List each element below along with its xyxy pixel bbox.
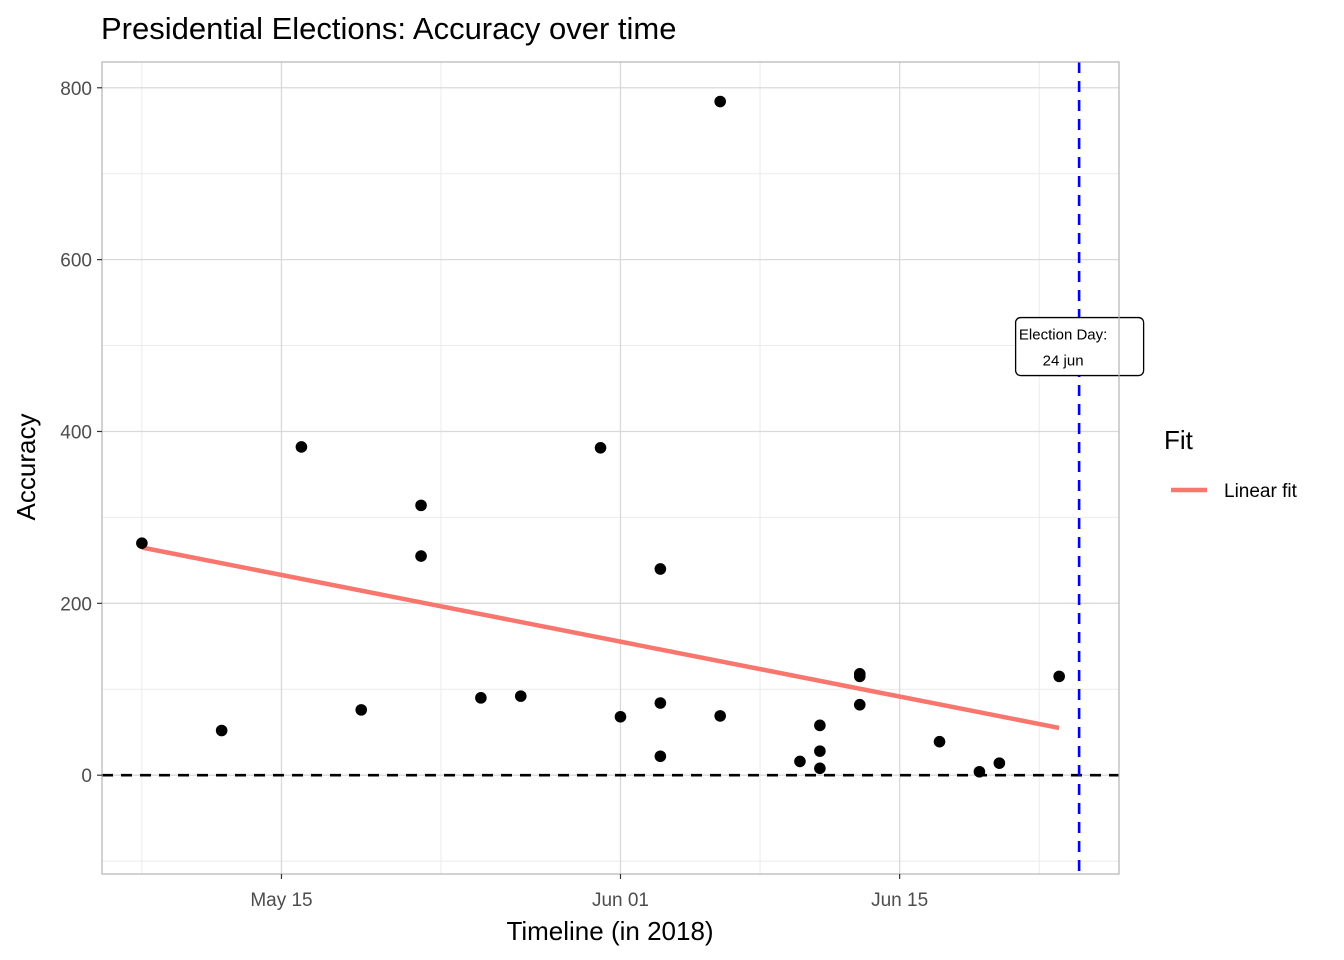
points-layer [136, 95, 1065, 778]
data-point [794, 755, 806, 768]
legend: Fit Linear fit [1164, 425, 1298, 502]
x-axis-ticks: May 15 Jun 01 Jun 15 [250, 874, 928, 911]
x-tick-label: Jun 01 [592, 890, 649, 911]
legend-label-linear-fit: Linear fit [1224, 481, 1298, 502]
y-axis-ticks: 0 200 400 600 800 [60, 79, 102, 787]
plot-panel-border [101, 61, 1120, 875]
data-point [933, 735, 946, 748]
plot-panel [102, 62, 1119, 874]
minor-gridlines [102, 62, 1119, 874]
data-point [614, 710, 627, 723]
data-point [1053, 670, 1065, 683]
data-point [814, 762, 826, 775]
data-point [475, 692, 487, 704]
y-tick-label: 800 [60, 79, 92, 100]
election-day-annotation: Election Day: 24 jun [1014, 316, 1145, 377]
data-point [594, 442, 607, 454]
data-point [714, 710, 726, 722]
legend-title: Fit [1164, 425, 1194, 455]
data-point [514, 690, 527, 702]
data-point [215, 724, 228, 737]
annotation-label-box [1014, 316, 1145, 377]
chart-title: Presidential Elections: Accuracy over ti… [101, 11, 676, 46]
y-tick-label: 200 [60, 594, 92, 615]
y-tick-label: 400 [60, 422, 92, 443]
data-point [973, 765, 986, 778]
plot-background [102, 62, 1119, 874]
fit-line-layer [141, 545, 1060, 731]
data-point [295, 441, 308, 453]
data-point [415, 550, 427, 562]
data-point [415, 499, 427, 512]
data-point [355, 704, 368, 716]
linear-fit-line [141, 545, 1060, 731]
data-point [654, 563, 667, 575]
data-point [714, 95, 726, 108]
data-point [654, 750, 667, 763]
y-axis-title: Accuracy [11, 414, 41, 521]
annotation-line-2: 24 jun [1043, 353, 1084, 370]
data-point [993, 757, 1006, 769]
x-tick-label: Jun 15 [871, 890, 928, 911]
data-point [853, 698, 866, 711]
y-tick-label: 0 [81, 766, 92, 787]
reference-lines [102, 62, 1119, 874]
data-point [814, 719, 826, 732]
data-point [654, 697, 667, 709]
x-axis-title: Timeline (in 2018) [506, 916, 713, 946]
y-tick-label: 600 [60, 251, 92, 272]
annotation-line-1: Election Day: [1019, 327, 1107, 344]
data-point [853, 670, 866, 683]
data-point [814, 745, 826, 757]
data-point [136, 537, 148, 549]
x-tick-label: May 15 [250, 890, 312, 911]
major-gridlines [102, 62, 1119, 874]
